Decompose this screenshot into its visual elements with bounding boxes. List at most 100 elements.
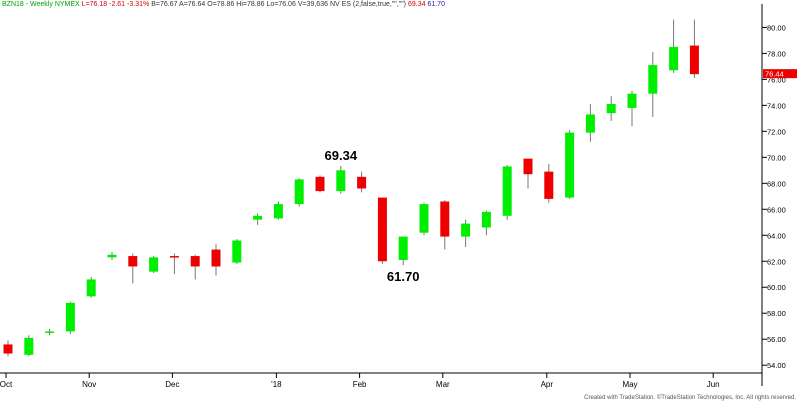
price-tick-label: 70.00 bbox=[767, 153, 786, 162]
exchange-label: NYMEX bbox=[54, 1, 80, 8]
candle bbox=[315, 175, 325, 193]
last-price-marker: 76.44 bbox=[763, 69, 797, 79]
volume-value: V=39,636 bbox=[297, 1, 328, 8]
candle-body-up bbox=[65, 302, 75, 332]
candle bbox=[544, 163, 554, 203]
candle-body-up bbox=[502, 166, 512, 216]
candle bbox=[502, 165, 512, 220]
candle bbox=[419, 202, 429, 236]
annotations-layer: 69.34 61.70 bbox=[325, 148, 420, 284]
high-value: Hi=78.86 bbox=[236, 1, 265, 8]
candle bbox=[149, 256, 159, 273]
candle-body-down bbox=[315, 176, 325, 192]
candle-body-down bbox=[211, 249, 221, 267]
price-tick-label: 56.00 bbox=[767, 335, 786, 344]
candle-body-down bbox=[523, 158, 533, 175]
candle-body-up bbox=[336, 170, 346, 192]
candle bbox=[606, 96, 616, 121]
candle bbox=[273, 201, 283, 220]
candle-body-up bbox=[669, 46, 679, 71]
candle bbox=[232, 239, 242, 264]
candle-body-down bbox=[689, 45, 699, 75]
price-tick-label: 54.00 bbox=[767, 361, 786, 370]
price-tick-label: 58.00 bbox=[767, 309, 786, 318]
candle-body-up bbox=[294, 179, 304, 205]
price-tick-label: 62.00 bbox=[767, 257, 786, 266]
candle bbox=[107, 252, 117, 260]
price-tick-label: 80.00 bbox=[767, 23, 786, 32]
candle bbox=[689, 19, 699, 79]
price-annotation: 61.70 bbox=[387, 269, 420, 284]
candles-layer bbox=[3, 19, 699, 357]
price-tick-label: 78.00 bbox=[767, 49, 786, 58]
candle-body-up bbox=[149, 257, 159, 272]
candle bbox=[440, 200, 450, 250]
candle bbox=[565, 130, 575, 199]
symbol-label: BZN18 bbox=[2, 1, 24, 8]
candle bbox=[45, 328, 55, 336]
candle bbox=[669, 19, 679, 73]
candle-body-down bbox=[169, 256, 179, 258]
candle-body-up bbox=[273, 204, 283, 219]
candle bbox=[24, 335, 34, 357]
candle-body-down bbox=[357, 176, 367, 189]
candle bbox=[190, 254, 200, 280]
candle bbox=[523, 158, 533, 189]
reference-value-1: 69.34 bbox=[407, 1, 426, 8]
change-pct-value: -3.31% bbox=[127, 1, 150, 8]
candle bbox=[585, 104, 595, 142]
candle bbox=[211, 244, 221, 276]
candle bbox=[377, 197, 387, 264]
candle-body-down bbox=[440, 201, 450, 237]
candle-body-up bbox=[481, 211, 491, 228]
last-value: L=76.18 bbox=[81, 1, 108, 8]
bid-value: B=76.67 bbox=[151, 1, 178, 8]
time-tick-label: May bbox=[622, 380, 637, 389]
last-price-label: 76.44 bbox=[765, 70, 784, 79]
price-tick-label: 60.00 bbox=[767, 283, 786, 292]
price-tick-label: 72.00 bbox=[767, 127, 786, 136]
candle-body-down bbox=[544, 171, 554, 199]
candle-body-up bbox=[648, 65, 658, 94]
time-tick-label: Oct bbox=[0, 380, 13, 389]
study-label: NV ES (2,false,true,"","") bbox=[329, 1, 407, 8]
candle bbox=[336, 165, 346, 194]
candle bbox=[3, 340, 13, 357]
candle bbox=[294, 178, 304, 207]
chart-header: BZN18 - Weekly NYMEX L=76.18 -2.61 -3.31… bbox=[2, 1, 445, 8]
candle bbox=[481, 210, 491, 236]
candle-body-down bbox=[128, 256, 138, 267]
price-tick-label: 68.00 bbox=[767, 179, 786, 188]
candle-body-up bbox=[45, 331, 55, 333]
candle-body-up bbox=[24, 337, 34, 355]
candle-body-up bbox=[565, 132, 575, 198]
candle bbox=[65, 301, 75, 335]
time-tick-label: Feb bbox=[353, 380, 367, 389]
price-axis: 54.00 56.00 58.00 60.00 62.00 64.00 66.00 68.00… bbox=[762, 23, 786, 370]
candle-body-down bbox=[3, 344, 13, 354]
price-annotation: 69.34 bbox=[325, 148, 358, 163]
candle-body-up bbox=[253, 215, 263, 220]
candle-body-up bbox=[461, 223, 471, 237]
low-value: Lo=76.06 bbox=[266, 1, 296, 8]
time-tick-label: Nov bbox=[82, 380, 96, 389]
candle-body-up bbox=[86, 279, 96, 297]
candle bbox=[627, 91, 637, 127]
time-tick-label: '18 bbox=[271, 380, 282, 389]
reference-value-2: 61.70 bbox=[427, 1, 445, 8]
time-axis: Oct Nov Dec '18 Feb Mar Apr May Jun bbox=[0, 373, 720, 389]
candle-body-up bbox=[585, 114, 595, 133]
candle-body-up bbox=[627, 93, 637, 108]
change-value: -2.61 bbox=[109, 1, 126, 8]
candle-body-up bbox=[398, 236, 408, 260]
price-tick-label: 76.00 bbox=[767, 75, 786, 84]
candle bbox=[461, 219, 471, 247]
candle bbox=[648, 52, 658, 118]
time-tick-label: Mar bbox=[436, 380, 450, 389]
candle bbox=[357, 171, 367, 193]
candle-body-up bbox=[419, 204, 429, 233]
candle-body-up bbox=[107, 254, 117, 258]
candle-body-down bbox=[377, 197, 387, 262]
